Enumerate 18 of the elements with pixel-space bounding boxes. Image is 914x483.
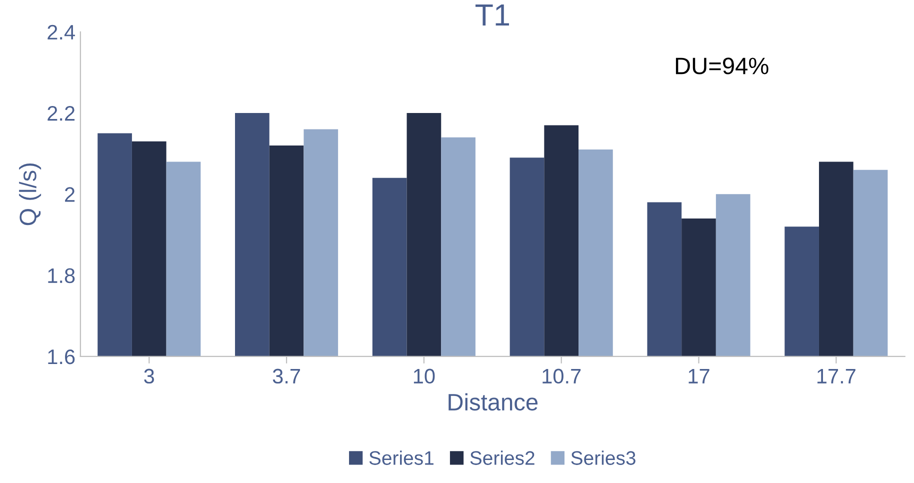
x-tick-label: 10 (414, 368, 435, 384)
annotation: DU=94% (676, 58, 768, 74)
x-tick-label: 10.7 (542, 368, 581, 384)
y-axis-title: Q (l/s) (19, 164, 42, 226)
x-tick-label: 17.7 (817, 369, 856, 384)
chart-title: T1 (476, 4, 509, 26)
legend-label: Series1 (369, 450, 434, 465)
x-axis-title: Distance (448, 393, 538, 411)
x-tick-label: 3 (144, 368, 154, 384)
y-tick-label: 2.4 (48, 24, 75, 40)
x-tick-label: 3.7 (272, 368, 300, 384)
y-tick-label: 2 (65, 187, 75, 202)
legend-label: Series2 (470, 450, 534, 465)
x-tick-label: 17 (688, 369, 710, 384)
y-tick-label: 1.6 (48, 349, 75, 364)
y-tick-label: 1.8 (48, 268, 75, 284)
y-tick-label: 2.2 (48, 106, 75, 121)
legend-label: Series3 (571, 450, 636, 465)
